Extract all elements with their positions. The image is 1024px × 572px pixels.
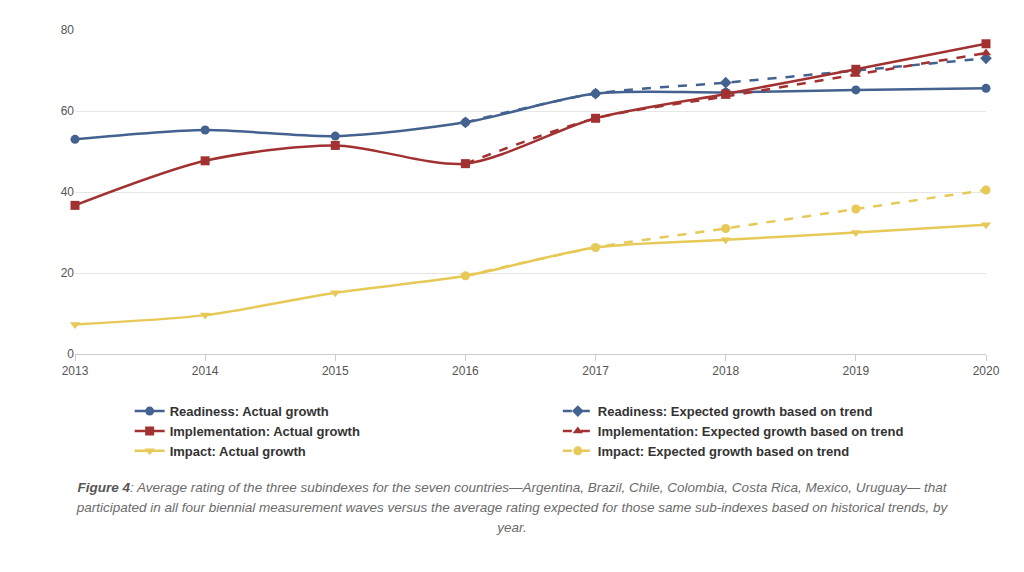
svg-text:2017: 2017 <box>582 364 609 378</box>
svg-text:Impact: Expected growth based: Impact: Expected growth based on trend <box>598 444 849 459</box>
svg-text:2019: 2019 <box>843 364 870 378</box>
svg-text:2014: 2014 <box>192 364 219 378</box>
svg-text:Readiness: Actual growth: Readiness: Actual growth <box>170 404 329 419</box>
svg-text:Readiness: Expected growth bas: Readiness: Expected growth based on tren… <box>598 404 873 419</box>
svg-text:2015: 2015 <box>322 364 349 378</box>
svg-text:2018: 2018 <box>712 364 739 378</box>
svg-text:2016: 2016 <box>452 364 479 378</box>
svg-text:0: 0 <box>67 347 74 361</box>
svg-text:60: 60 <box>61 104 75 118</box>
svg-text:2020: 2020 <box>973 364 1000 378</box>
svg-text:Impact: Actual growth: Impact: Actual growth <box>170 444 306 459</box>
svg-text:40: 40 <box>61 185 75 199</box>
svg-text:2013: 2013 <box>62 364 89 378</box>
svg-text:80: 80 <box>61 23 75 37</box>
svg-text:Implementation: Expected growt: Implementation: Expected growth based on… <box>598 424 904 439</box>
svg-text:20: 20 <box>61 266 75 280</box>
svg-text:Implementation: Actual growth: Implementation: Actual growth <box>170 424 360 439</box>
html-text:Figure 4: Average rating of th: Figure 4: Average rating of the three su… <box>76 480 948 535</box>
